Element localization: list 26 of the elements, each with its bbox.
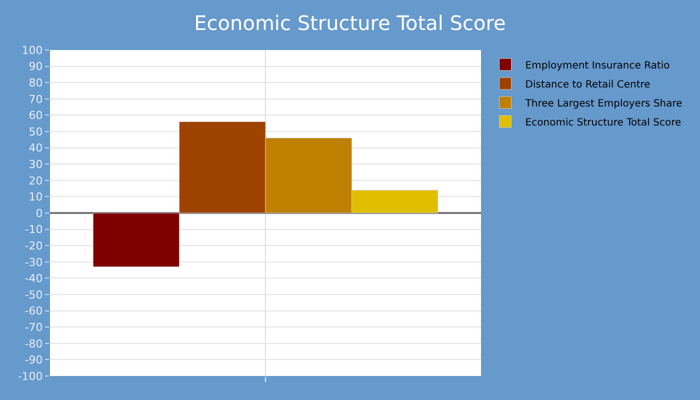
y-tick-label: 10	[28, 190, 43, 204]
legend-label: Distance to Retail Centre	[525, 79, 650, 90]
y-tick-label: -30	[24, 256, 43, 269]
y-tick-label: 70	[28, 92, 43, 106]
y-tick-label: -60	[24, 304, 43, 318]
y-tick-label: 90	[28, 60, 43, 74]
y-tick-label: 50	[28, 125, 43, 138]
y-tick-label: 80	[28, 76, 43, 90]
y-tick-label: -70	[24, 320, 43, 334]
y-tick-label: -100	[18, 370, 43, 383]
legend-label: Employment Insurance Ratio	[525, 60, 670, 72]
y-tick-label: 30	[28, 158, 43, 171]
y-tick-label: -90	[24, 354, 43, 367]
chart-title: Economic Structure Total Score	[194, 11, 506, 35]
legend-label: Three Largest Employers Share	[524, 98, 682, 110]
y-tick-label: -50	[24, 288, 43, 302]
y-tick-label: -20	[24, 239, 43, 252]
y-tick-label: -10	[24, 223, 43, 236]
y-tick-label: -80	[24, 337, 43, 350]
y-tick-label: 60	[28, 109, 43, 122]
y-tick-label: -40	[24, 272, 43, 286]
y-tick-label: 0	[36, 206, 43, 220]
y-tick-label: 20	[28, 174, 43, 188]
y-tick-label: 40	[28, 142, 43, 155]
legend-label: Economic Structure Total Score	[525, 117, 682, 128]
y-tick-label: 100	[22, 44, 43, 57]
